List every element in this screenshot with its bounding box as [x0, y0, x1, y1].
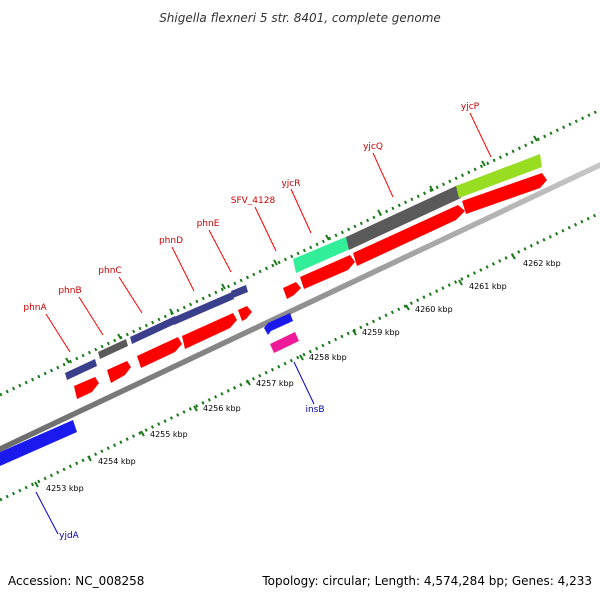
outer-major-tick [325, 234, 330, 241]
kbp-tick-label: 4257 kbp [256, 379, 294, 388]
inner-major-tick [458, 279, 463, 286]
kbp-tick-label: 4261 kbp [469, 282, 507, 291]
gene-bar-phnA [65, 359, 97, 380]
kbp-tick-label: 4258 kbp [309, 353, 347, 362]
cds-arrow [182, 313, 237, 349]
gene-bar-phnD [172, 292, 234, 325]
inner-major-tick [34, 481, 39, 488]
forward-gene-labels: phnA phnB phnC phnD phnE SFV_4128 yjcR y… [23, 102, 479, 313]
kbp-tick-label: 4262 kbp [523, 259, 561, 268]
outer-tick-ring [0, 108, 600, 397]
outer-major-tick [429, 185, 434, 192]
gene-label-phnE: phnE [197, 219, 220, 229]
reverse-leader-lines [35, 361, 315, 535]
gene-label-yjcP: yjcP [461, 102, 480, 112]
cds-arrow [283, 282, 301, 299]
kbp-tick-label: 4255 kbp [150, 430, 188, 439]
kbp-tick-label: 4256 kbp [203, 404, 241, 413]
inner-major-tick [246, 379, 251, 386]
outer-major-tick [221, 283, 226, 290]
gene-label-phnB: phnB [58, 286, 81, 296]
cds-arrow [74, 377, 99, 399]
gene-label-insB: insB [305, 405, 324, 415]
gene-bar-phnE [231, 285, 248, 298]
inner-major-tick [299, 354, 304, 361]
kbp-tick-label: 4254 kbp [98, 457, 136, 466]
outer-major-tick [117, 333, 122, 340]
kbp-labels: 4253 kbp 4254 kbp 4255 kbp 4256 kbp 4257… [46, 259, 561, 493]
inner-major-tick [140, 430, 145, 437]
reverse-strand-features [0, 313, 299, 466]
gene-bar-insB [264, 313, 293, 335]
gene-label-phnC: phnC [98, 266, 121, 276]
genome-summary-text: Topology: circular; Length: 4,574,284 bp… [261, 574, 592, 588]
outer-major-tick [533, 135, 538, 142]
cds-arrow [462, 173, 547, 214]
inner-major-tick [511, 253, 516, 260]
map-title: Shigella flexneri 5 str. 8401, complete … [159, 11, 441, 25]
gene-label-SFV_4128: SFV_4128 [231, 196, 276, 206]
gene-bar-insB-cds [270, 332, 299, 353]
cds-arrow [300, 255, 355, 289]
outer-major-tick [169, 308, 174, 315]
inner-major-tick [193, 405, 198, 412]
gene-bar-phnB [98, 339, 128, 359]
forward-strand-features [65, 154, 547, 399]
cds-arrow [107, 361, 131, 383]
inner-major-tick [405, 304, 410, 311]
outer-major-tick [65, 357, 70, 364]
cds-arrow [238, 306, 252, 321]
gene-bar-yjcQ [346, 185, 461, 250]
inner-major-tick [352, 329, 357, 336]
gene-label-yjdA: yjdA [59, 531, 80, 541]
forward-leader-lines [45, 112, 492, 353]
gene-label-phnA: phnA [23, 303, 47, 313]
outer-major-tick [273, 259, 278, 266]
gene-bar-yjcP [456, 154, 542, 198]
inner-tick-ring [0, 211, 600, 502]
gene-label-yjcR: yjcR [281, 179, 300, 189]
outer-major-tick [481, 160, 486, 167]
kbp-tick-label: 4253 kbp [46, 484, 84, 493]
cds-arrow [137, 337, 182, 368]
kbp-tick-label: 4259 kbp [362, 328, 400, 337]
gene-bar-phnC [130, 316, 177, 344]
inner-major-tick [87, 455, 92, 462]
genome-backbone [0, 162, 600, 452]
gene-label-yjcQ: yjcQ [363, 142, 383, 152]
outer-major-tick [377, 209, 382, 216]
gene-bar-yjcR [293, 236, 350, 273]
cds-arrow [353, 205, 465, 266]
kbp-tick-label: 4260 kbp [415, 305, 453, 314]
accession-text: Accession: NC_008258 [8, 574, 144, 588]
gene-bar-yjdA [0, 420, 77, 466]
gene-label-phnD: phnD [159, 236, 183, 246]
reverse-gene-labels: yjdA insB [59, 405, 324, 541]
